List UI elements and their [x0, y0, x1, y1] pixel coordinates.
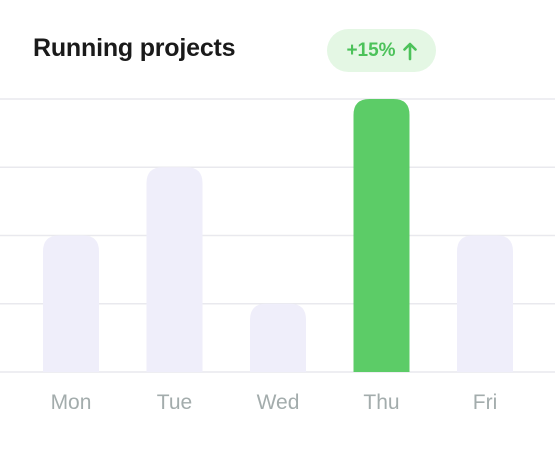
- growth-badge: +15%: [327, 29, 436, 72]
- growth-badge-text: +15%: [346, 39, 396, 61]
- tick-label-fri: Fri: [473, 391, 498, 414]
- tick-label-thu: Thu: [363, 391, 399, 414]
- tick-label-tue: Tue: [157, 391, 192, 414]
- bar-tue: [146, 167, 203, 372]
- bar-thu: [353, 99, 410, 372]
- tick-label-mon: Mon: [51, 391, 92, 414]
- bar-fri: [457, 235, 513, 372]
- chart-title: Running projects: [33, 34, 236, 62]
- bar-wed: [250, 303, 306, 372]
- bar-mon: [43, 235, 99, 372]
- tick-label-wed: Wed: [257, 391, 300, 414]
- arrow-up-icon: [402, 42, 417, 60]
